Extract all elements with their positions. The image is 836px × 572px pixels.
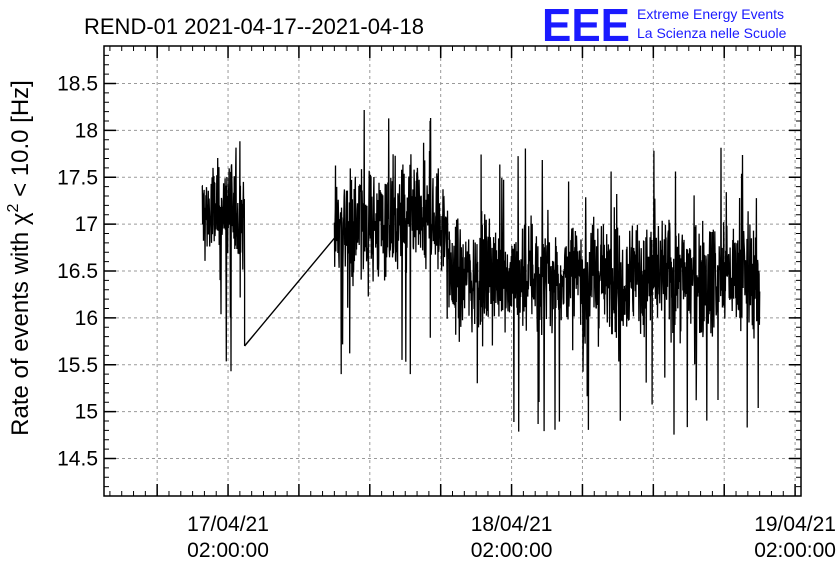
series-segment-0: [201, 141, 246, 372]
x-axis: 17/04/21 02:00:00 18/04/21 02:00:00 19/04/21…: [109, 46, 836, 562]
y-tick-label: 15: [75, 401, 98, 424]
x-tick-date: 19/04/21: [754, 513, 836, 536]
y-tick-label: 16: [75, 307, 98, 330]
x-tick-time: 02:00:00: [471, 539, 553, 562]
series-segment-1: [333, 109, 449, 375]
chi-symbol: χ: [7, 212, 34, 225]
eee-logo-mark: EEE: [542, 0, 630, 51]
x-tick-time: 02:00:00: [187, 539, 269, 562]
y-tick-label: 17.5: [57, 166, 98, 189]
y-axis-label: Rate of events with χ2 < 10.0 [Hz]: [5, 80, 34, 436]
superscript-2: 2: [5, 203, 22, 212]
logo-line-2: La Scienza nelle Scuole: [637, 25, 787, 41]
gap-connector: [244, 237, 335, 347]
y-axis: 14.5 15 15.5 16 16.5 17 17.5 18 18.5: [57, 54, 801, 488]
eee-logo: EEE Extreme Energy Events La Scienza nel…: [542, 0, 787, 51]
series-segment-2: [447, 147, 761, 435]
y-tick-label: 16.5: [57, 260, 98, 283]
x-tick-time: 02:00:00: [754, 539, 836, 562]
logo-line-1: Extreme Energy Events: [637, 6, 784, 22]
x-tick-date: 18/04/21: [471, 513, 553, 536]
rate-series: [201, 109, 761, 435]
ylabel-rest: < 10.0 [Hz]: [7, 80, 34, 203]
x-tick-date: 17/04/21: [187, 513, 269, 536]
chart-title: REND-01 2021-04-17--2021-04-18: [84, 14, 424, 39]
y-tick-label: 18.5: [57, 73, 98, 96]
y-tick-label: 15.5: [57, 354, 98, 377]
y-tick-label: 18: [75, 119, 98, 142]
y-tick-label: 17: [75, 213, 98, 236]
y-tick-label: 14.5: [57, 448, 98, 471]
